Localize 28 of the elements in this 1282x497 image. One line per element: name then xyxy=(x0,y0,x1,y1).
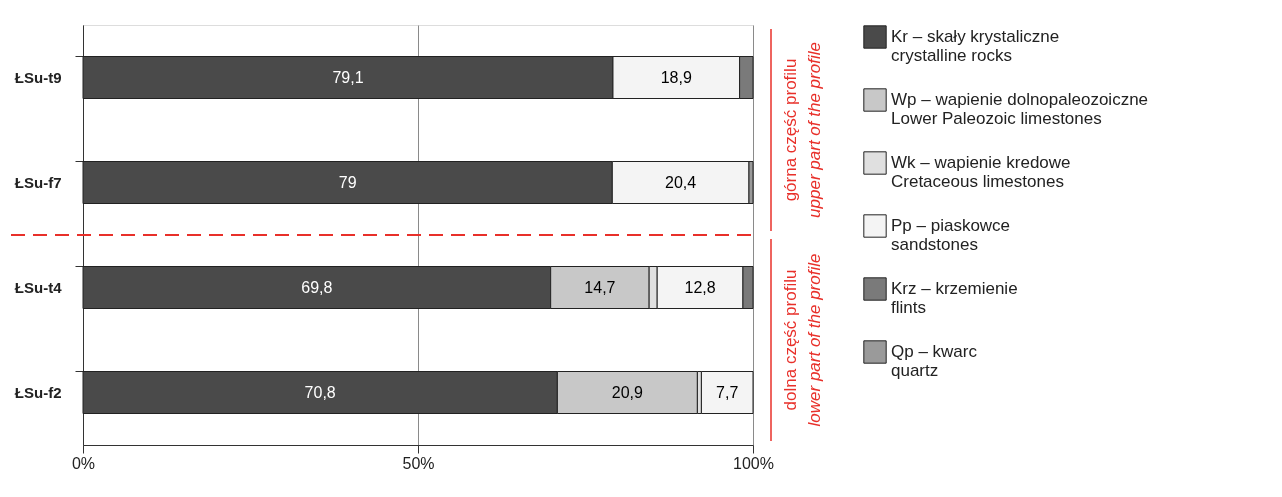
bar xyxy=(700,371,754,414)
data-label: 69,8 xyxy=(301,278,333,296)
data-label: 20,9 xyxy=(611,383,644,401)
data-label: 12,8 xyxy=(684,278,716,296)
data-label: 18,9 xyxy=(660,68,692,86)
text: upper part of the profile xyxy=(805,42,824,218)
text: dolna część profilu xyxy=(781,269,800,411)
data-label: 14,7 xyxy=(584,278,616,296)
legend-label: Krz – krzemienie flints xyxy=(891,279,1018,317)
legend-label: Pp – piaskowce sandstones xyxy=(891,216,1011,254)
data-label: 7,7 xyxy=(716,383,739,401)
legend-label: Qp – kwarc quartz xyxy=(891,342,978,380)
y-tick-label: ŁSu-f7 xyxy=(14,173,62,191)
data-label: 20,4 xyxy=(665,173,697,191)
y-tick-label: ŁSu-t9 xyxy=(14,68,62,86)
x-tick-label: 50% xyxy=(402,454,435,472)
legend-label: Wk – wapienie kredowe Cretaceous limestones xyxy=(891,153,1071,191)
text: górna część profilu xyxy=(781,58,800,202)
x-tick-label: 100% xyxy=(733,454,774,472)
y-tick-label: ŁSu-t4 xyxy=(14,278,63,296)
data-label: 79 xyxy=(338,173,357,191)
y-tick-label: ŁSu-f2 xyxy=(14,383,62,401)
legend-label: Wp – wapienie dolnopaleozoiczne Lower Paleozoic limestones xyxy=(891,90,1149,128)
text: lower part of the profile xyxy=(805,253,824,427)
data-label: 70,8 xyxy=(304,383,336,401)
data-label: 79,1 xyxy=(332,68,364,86)
x-tick-label: 0% xyxy=(71,454,96,472)
legend-label: Kr – skały krystaliczne crystalline rocks xyxy=(891,27,1060,65)
